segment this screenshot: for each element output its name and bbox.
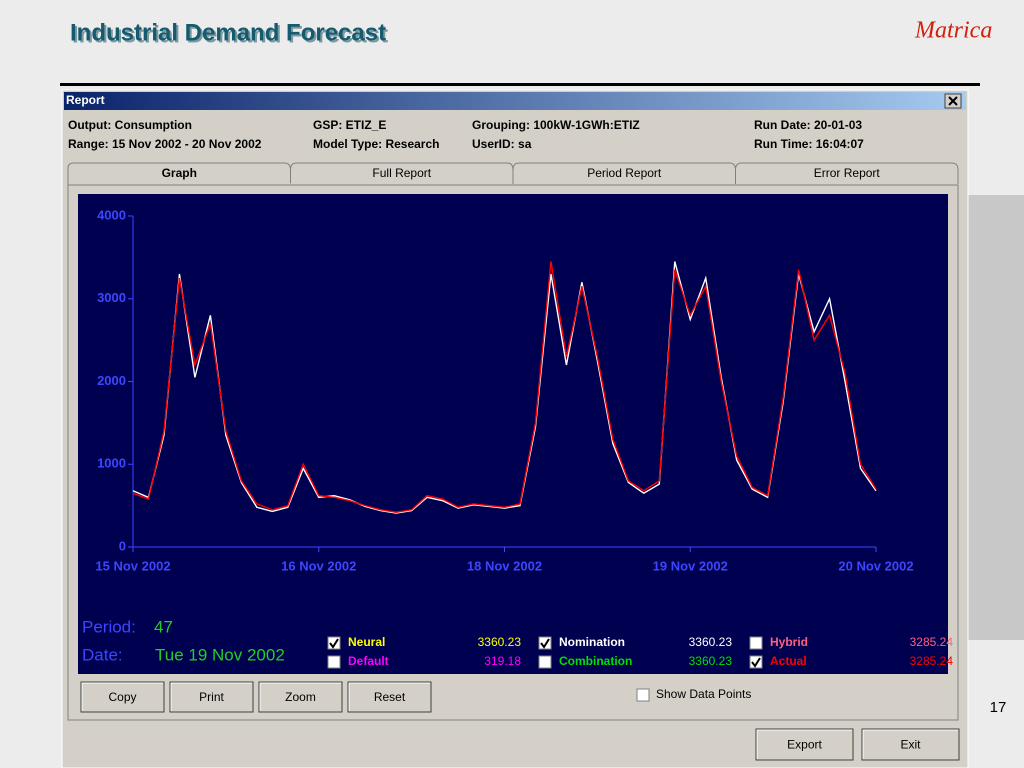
side-panel [968, 195, 1024, 640]
tab[interactable] [735, 162, 959, 184]
button[interactable] [755, 728, 854, 761]
x-tick-label: 16 Nov 2002 [281, 558, 356, 573]
title-bar [64, 92, 966, 110]
button-label[interactable]: Print [199, 690, 224, 704]
button-label[interactable]: Exit [900, 738, 921, 752]
info-text: GSP: ETIZ_E [313, 118, 386, 132]
legend-reading: 3285.24 [910, 654, 954, 668]
checkbox[interactable] [538, 655, 552, 669]
tab-label[interactable]: Error Report [814, 166, 881, 180]
tab[interactable] [512, 162, 736, 184]
x-tick-label: 19 Nov 2002 [653, 558, 728, 573]
button-bevel [862, 729, 958, 759]
button-bevel [259, 682, 341, 711]
info-text: Output: Consumption [68, 118, 192, 132]
legend-reading: 3360.23 [689, 635, 733, 649]
tab[interactable] [67, 162, 291, 185]
date-label: Date: [82, 645, 123, 664]
tab[interactable] [290, 162, 514, 184]
info-text: Run Date: 20-01-03 [754, 118, 862, 132]
date: Tue 19 Nov 2002 [155, 645, 285, 664]
slide-title-shadow: Industrial Demand Forecast [72, 21, 388, 48]
button-label[interactable]: Export [787, 738, 822, 752]
info-text: Range: 15 Nov 2002 - 20 Nov 2002 [68, 137, 262, 151]
legend-name: Actual [770, 654, 807, 668]
check [540, 638, 550, 649]
tab-label[interactable]: Full Report [372, 166, 431, 180]
legend-name: Neural [348, 635, 385, 649]
x-tick-label: 20 Nov 2002 [838, 558, 913, 573]
button-label[interactable]: Reset [374, 690, 406, 704]
tab-label[interactable]: Period Report [587, 166, 662, 180]
plot-bg [78, 194, 948, 674]
y-tick-label: 4000 [97, 207, 126, 222]
info: Output: Consumption Range: 15 Nov 2002 - … [68, 118, 864, 151]
period: 47 [154, 617, 173, 636]
legend-name: Combination [559, 654, 632, 668]
logo: Matrica [914, 18, 992, 44]
legend-reading: 3360.23 [689, 654, 733, 668]
period-label: Period: [82, 617, 136, 636]
series-line [132, 261, 877, 513]
y-tick-label: 3000 [97, 290, 126, 305]
x-tick-label: 18 Nov 2002 [467, 558, 542, 573]
close-button[interactable] [944, 93, 962, 109]
button-bevel [348, 682, 430, 711]
button[interactable] [258, 681, 343, 713]
button[interactable] [80, 681, 165, 713]
button-bevel [756, 729, 852, 759]
chart: 0 1000 2000 3000 4000 15 Nov 2002 16 Nov 2002 1… [95, 207, 913, 573]
legend-name: Nomination [559, 635, 625, 649]
checkbox-label[interactable]: Show Data Points [656, 687, 751, 701]
slide-title: Industrial Demand Forecast [70, 19, 386, 46]
info-text: Model Type: Research [313, 137, 439, 151]
legend-name: Hybrid [770, 635, 808, 649]
checkbox[interactable] [327, 655, 341, 669]
legend-reading: 319.18 [484, 654, 521, 668]
y-tick-label: 1000 [97, 456, 126, 471]
button-label[interactable]: Zoom [285, 690, 316, 704]
tab-label[interactable]: Graph [162, 166, 197, 180]
window-title: Report [66, 93, 105, 107]
info-text: Grouping: 100kW-1GWh:ETIZ [472, 118, 640, 132]
checkbox[interactable] [636, 688, 650, 702]
button[interactable] [861, 728, 960, 761]
button-label[interactable]: Copy [108, 690, 136, 704]
buttons: Copy Print Zoom Reset Export Exit Show Data Po… [80, 681, 960, 761]
check [329, 638, 339, 649]
page-number: 17 [990, 699, 1007, 716]
button-bevel [170, 682, 252, 711]
button[interactable] [347, 681, 432, 713]
y-tick-label: 2000 [97, 373, 126, 388]
check [751, 657, 761, 668]
button-bevel [81, 682, 163, 711]
series-line [132, 261, 877, 514]
info-text: Run Time: 16:04:07 [754, 137, 864, 151]
legend-reading: 3285.24 [910, 635, 954, 649]
x-tick-label: 15 Nov 2002 [95, 558, 170, 573]
checkbox[interactable] [749, 636, 763, 650]
y-tick-label: 0 [119, 538, 126, 553]
tabs: Graph Full Report Period Report Error Repor… [67, 162, 959, 187]
legend: Neural 3360.23 Default 319.18 Nomination 3360… [327, 635, 954, 669]
rule [60, 83, 980, 86]
info-text: UserID: sa [472, 137, 532, 151]
legend-name: Default [348, 654, 389, 668]
button[interactable] [169, 681, 254, 713]
legend-reading: 3360.23 [478, 635, 522, 649]
